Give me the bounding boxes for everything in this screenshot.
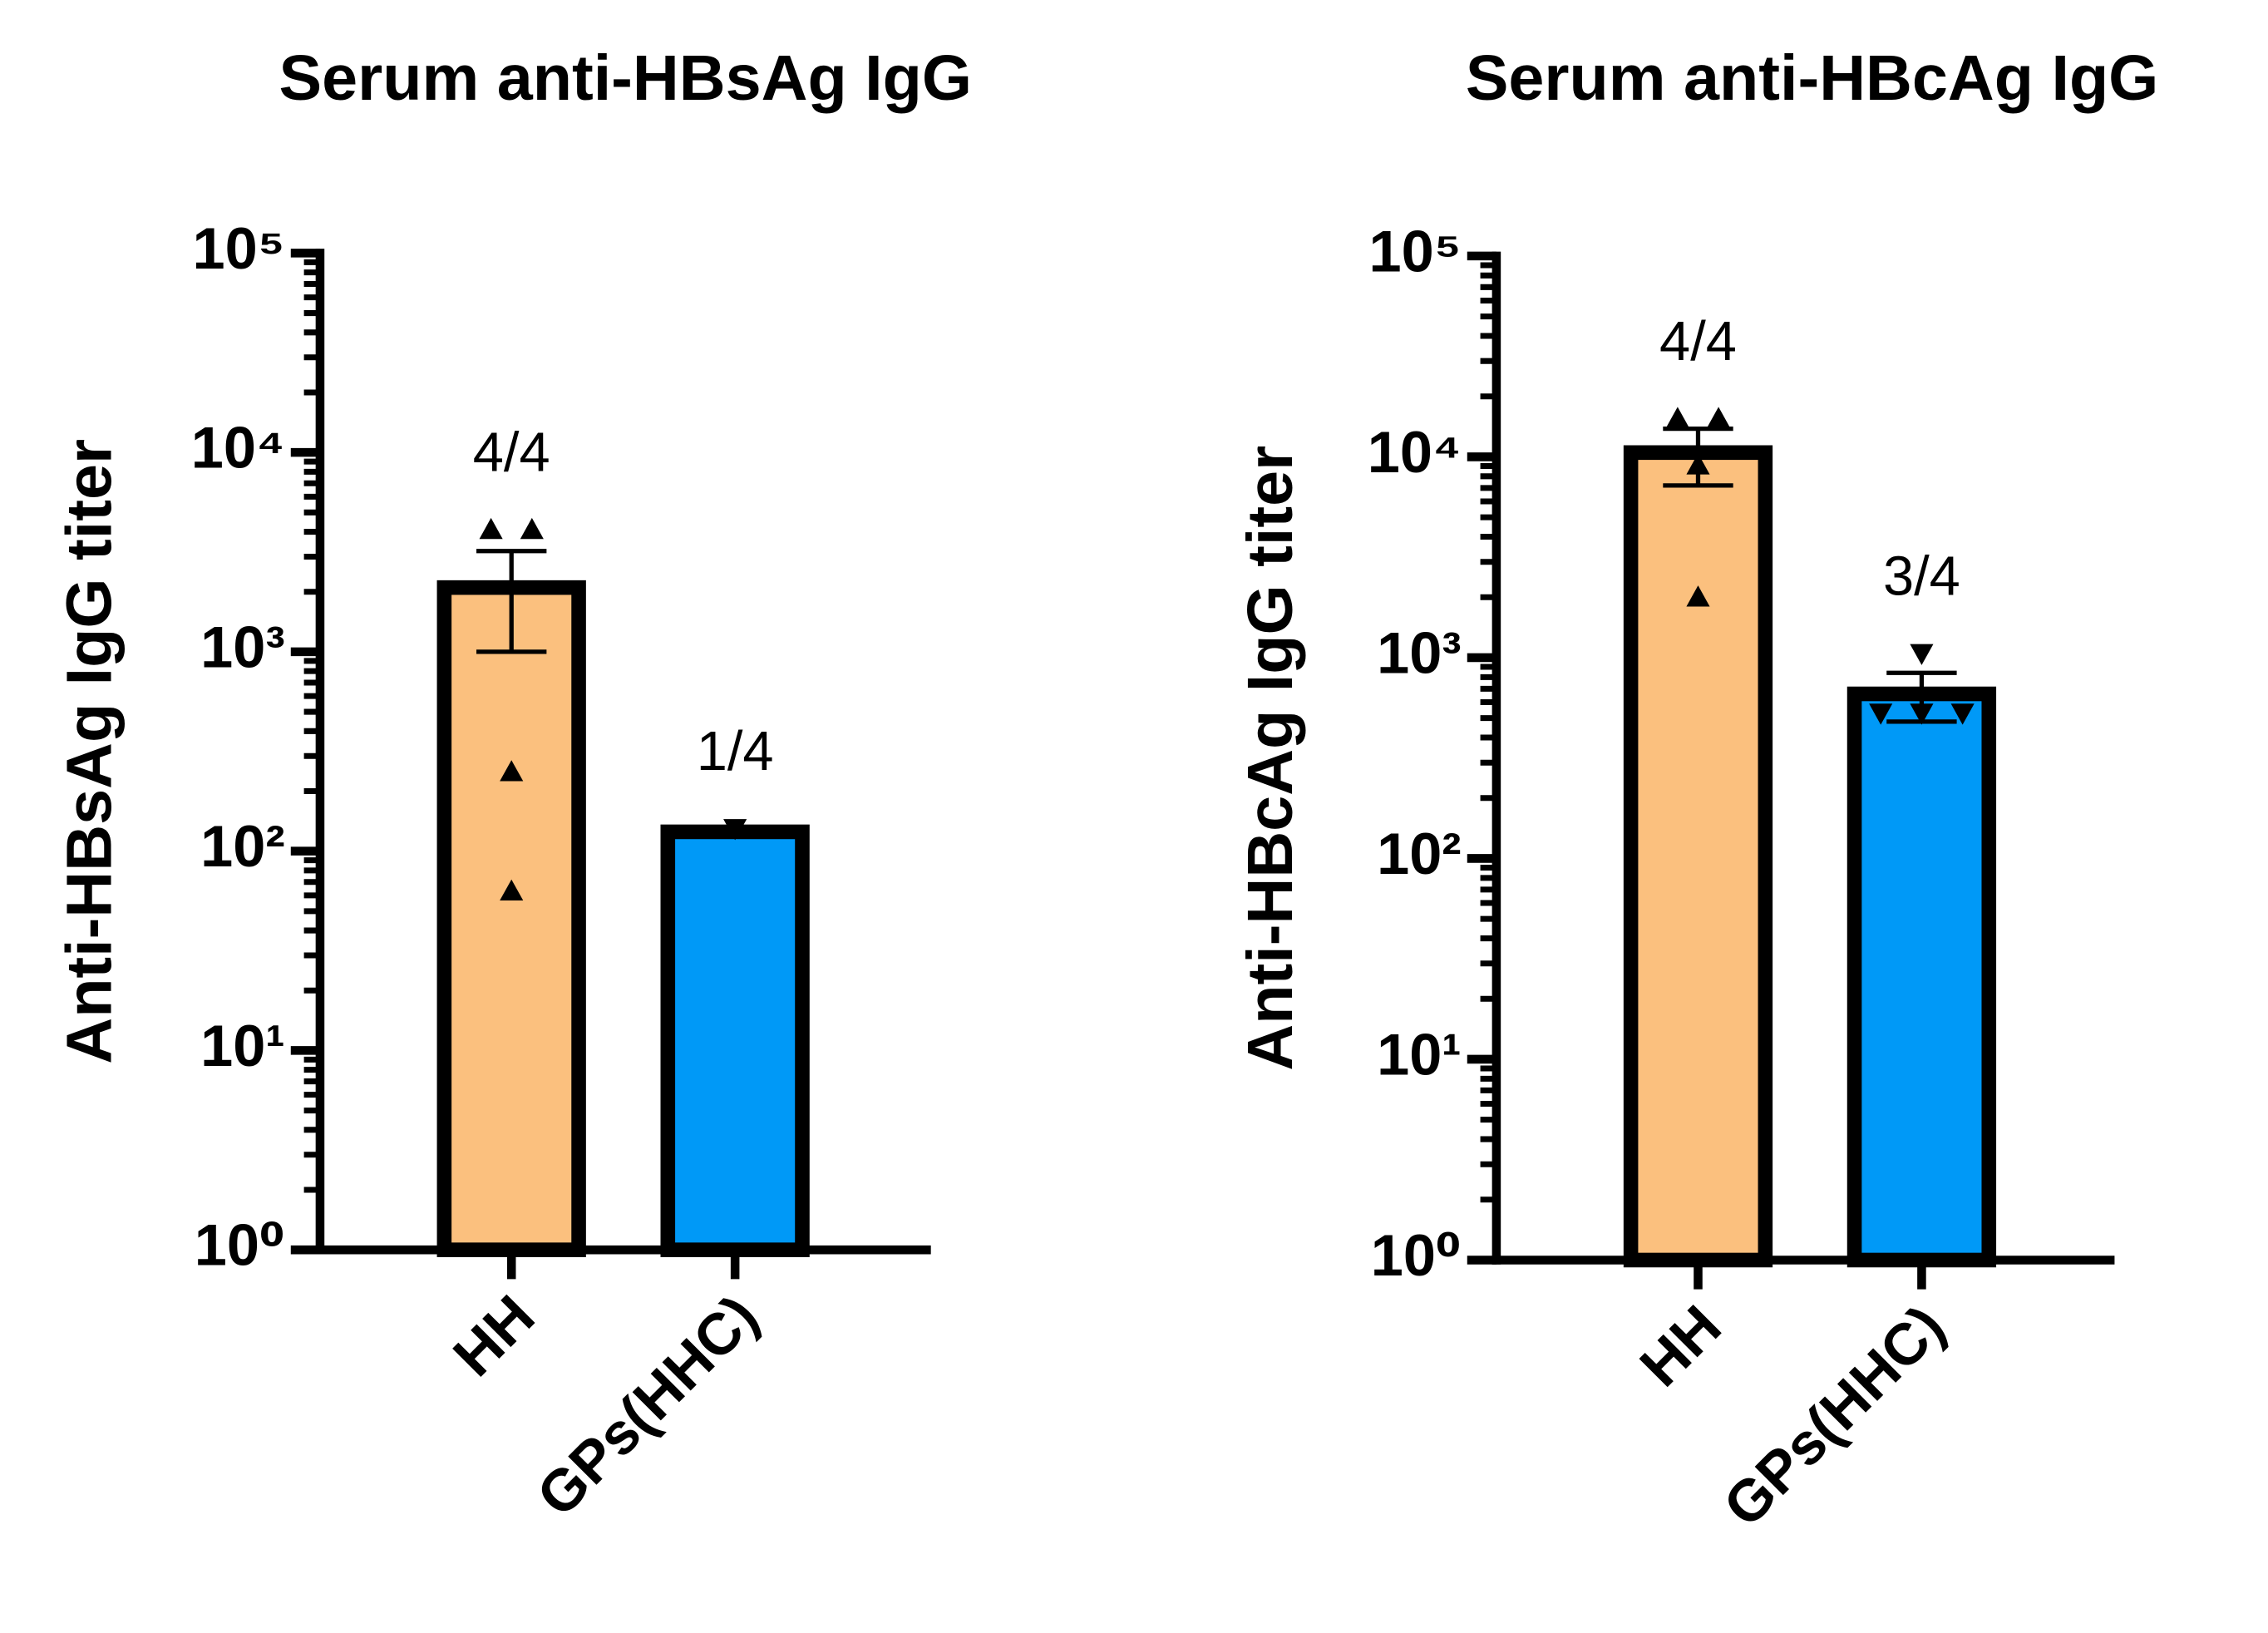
y-tick-label: 10⁵: [1369, 218, 1462, 284]
y-tick-label: 10²: [1377, 821, 1462, 886]
chart: Serum anti-HBcAg IgG Anti-HBcAg IgG titer…: [1235, 42, 2159, 1539]
chart-title: Serum anti-HBcAg IgG: [1466, 42, 2159, 114]
y-tick-label: 10¹: [1377, 1022, 1462, 1088]
bar: [1846, 686, 1997, 1268]
y-tick-label: 10⁰: [195, 1212, 285, 1278]
y-tick-label: 10³: [200, 614, 285, 679]
y-tick-label: 10⁵: [193, 215, 285, 281]
annotation: 3/4: [1883, 546, 1960, 608]
data-point: [1686, 585, 1710, 607]
bar: [436, 580, 586, 1257]
chart-title: Serum anti-HBsAg IgG: [279, 42, 973, 114]
x-tick-label: GPs(HHC): [1711, 1293, 1957, 1539]
data-point: [1950, 703, 1975, 725]
y-tick-label: 10⁰: [1371, 1222, 1462, 1288]
data-point: [1707, 407, 1731, 428]
y-tick-label: 10¹: [200, 1013, 285, 1078]
data-point: [723, 819, 747, 841]
y-axis-label: Anti-HBcAg IgG titer: [1235, 446, 1306, 1071]
y-tick-label: 10³: [1377, 620, 1462, 686]
data-point: [500, 760, 524, 782]
error-bar: [476, 549, 547, 654]
data-point: [1686, 453, 1710, 475]
x-tick-label: HH: [1627, 1293, 1733, 1399]
y-tick-label: 10⁴: [191, 415, 285, 481]
annotation: 1/4: [697, 721, 774, 782]
data-point: [1869, 703, 1893, 725]
data-point: [1910, 703, 1934, 725]
x-tick-label: HH: [441, 1282, 547, 1389]
bar: [1623, 445, 1773, 1268]
x-tick-label: GPs(HHC): [524, 1282, 770, 1528]
data-point: [520, 517, 544, 540]
annotation: 4/4: [473, 422, 550, 484]
bar: [660, 824, 810, 1257]
y-tick-label: 10⁴: [1368, 419, 1462, 485]
data-point: [500, 879, 524, 901]
data-point: [1910, 644, 1934, 665]
y-tick-label: 10²: [200, 813, 285, 879]
annotation: 4/4: [1659, 311, 1737, 372]
data-point: [479, 517, 503, 540]
data-point: [1665, 407, 1689, 428]
y-axis-label: Anti-HBsAg IgG titer: [54, 439, 126, 1064]
chart: Serum anti-HBsAg IgG Anti-HBsAg IgG titer…: [54, 42, 972, 1529]
